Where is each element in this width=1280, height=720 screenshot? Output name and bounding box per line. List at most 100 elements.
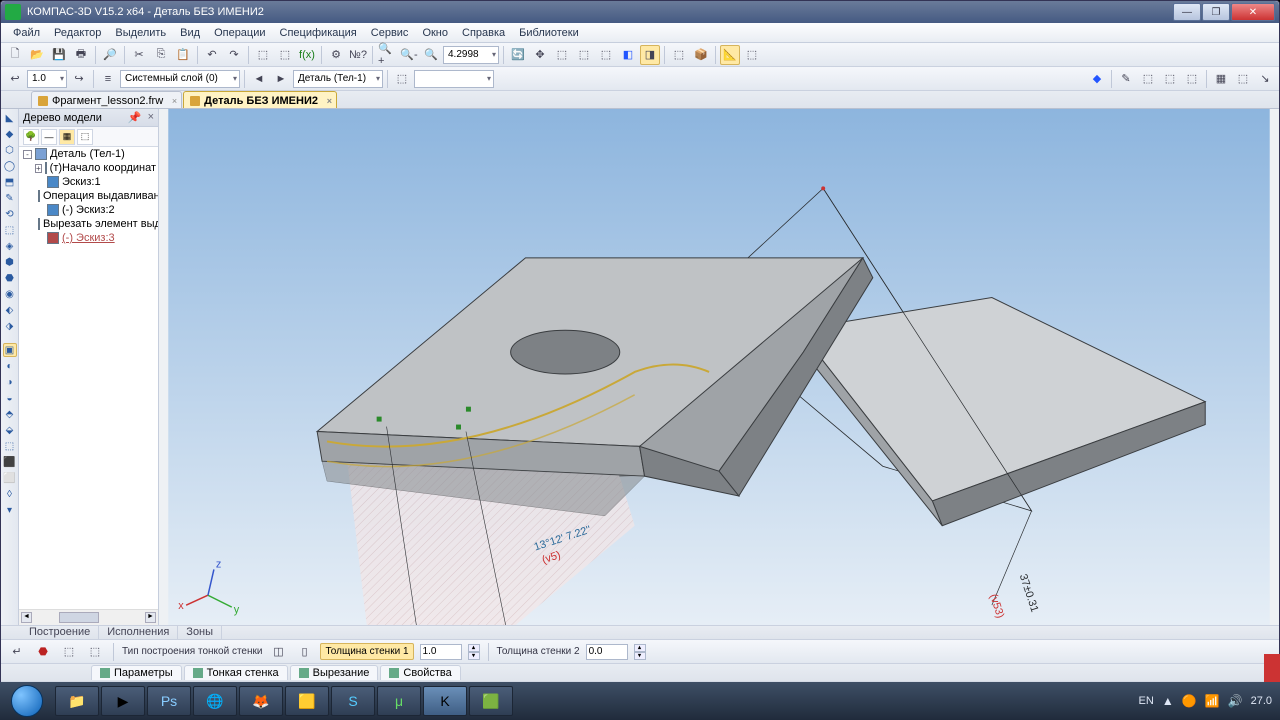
rail-btn[interactable]: ⬡ xyxy=(3,143,17,157)
save-button[interactable]: 💾 xyxy=(49,45,69,65)
wall1-spinner[interactable]: ▴▾ xyxy=(468,644,480,660)
rail-extrude-button[interactable]: ▣ xyxy=(3,343,17,357)
btab-exec[interactable]: Исполнения xyxy=(99,626,178,639)
tray-lang[interactable]: EN xyxy=(1139,695,1154,707)
view-a[interactable]: ⬚ xyxy=(552,45,572,65)
task-kompas[interactable]: K xyxy=(423,686,467,716)
rotate-button[interactable]: 🔄 xyxy=(508,45,528,65)
rail-btn[interactable]: ▾ xyxy=(3,503,17,517)
tab-close-icon[interactable]: × xyxy=(172,96,177,106)
prop-b[interactable]: ⬚ xyxy=(85,642,105,662)
rail-btn[interactable]: ⬢ xyxy=(3,255,17,269)
tb2-c[interactable]: ⬚ xyxy=(1138,69,1158,89)
tray-clock[interactable]: 27.0 xyxy=(1251,696,1272,707)
rail-btn[interactable]: ⬣ xyxy=(3,271,17,285)
tb2-combo[interactable] xyxy=(414,70,494,88)
pan-button[interactable]: ✥ xyxy=(530,45,550,65)
task-ps[interactable]: Ps xyxy=(147,686,191,716)
side-notification[interactable] xyxy=(1264,654,1280,682)
tree-node[interactable]: (-) Эскиз:3 xyxy=(19,231,158,245)
copy-button[interactable]: ⎘ xyxy=(151,45,171,65)
shade-button[interactable]: ◧ xyxy=(618,45,638,65)
task-app[interactable]: 🟨 xyxy=(285,686,329,716)
menu-operations[interactable]: Операции xyxy=(208,25,271,41)
thinwall-opt[interactable]: ▯ xyxy=(294,642,314,662)
rail-btn[interactable]: ◊ xyxy=(3,487,17,501)
tab-part[interactable]: Деталь БЕЗ ИМЕНИ2 × xyxy=(183,91,337,108)
tree-node[interactable]: Операция выдавливания xyxy=(19,189,158,203)
ptab-params[interactable]: Параметры xyxy=(91,665,182,680)
wall1-value[interactable]: 1.0 xyxy=(420,644,462,660)
rail-btn[interactable]: ⬚ xyxy=(3,223,17,237)
tb2-b[interactable]: ✎ xyxy=(1116,69,1136,89)
layer-combo[interactable]: Системный слой (0) xyxy=(120,70,240,88)
tree-node[interactable]: Вырезать элемент выдав xyxy=(19,217,158,231)
prop-a[interactable]: ⬚ xyxy=(59,642,79,662)
prop-stop[interactable]: ⬣ xyxy=(33,642,53,662)
task-other[interactable]: 🟩 xyxy=(469,686,513,716)
rail-btn[interactable]: ◣ xyxy=(3,111,17,125)
view-d[interactable]: ⬚ xyxy=(669,45,689,65)
task-media[interactable]: ▶ xyxy=(101,686,145,716)
rail-btn[interactable]: ◐ xyxy=(3,359,17,373)
3d-viewport[interactable]: 37±0.31 (v53) 13°12' 7.22'' (v5) x y z xyxy=(159,109,1279,625)
tree-tb-btn[interactable]: ▦ xyxy=(59,129,75,145)
view-c[interactable]: ⬚ xyxy=(596,45,616,65)
tree-tb-btn[interactable]: — xyxy=(41,129,57,145)
body-combo[interactable]: Деталь (Тел-1) xyxy=(293,70,383,88)
rail-btn[interactable]: ◈ xyxy=(3,239,17,253)
rail-btn[interactable]: ⬙ xyxy=(3,423,17,437)
rail-btn[interactable]: ◯ xyxy=(3,159,17,173)
model-tree[interactable]: -Деталь (Тел-1)+(т)Начало координатЭскиз… xyxy=(19,147,158,609)
prop-apply[interactable]: ↵ xyxy=(7,642,27,662)
rail-btn[interactable]: ⬛ xyxy=(3,455,17,469)
panel-close-icon[interactable]: × xyxy=(148,111,154,124)
btab-build[interactable]: Построение xyxy=(21,626,99,639)
task-chrome[interactable]: 🌐 xyxy=(193,686,237,716)
vars-button[interactable]: f(x) xyxy=(297,45,317,65)
rail-btn[interactable]: ✎ xyxy=(3,191,17,205)
menu-view[interactable]: Вид xyxy=(174,25,206,41)
new-button[interactable]: 🗋 xyxy=(5,45,25,65)
zoom-window-button[interactable]: 🔍 xyxy=(421,45,441,65)
wall2-value[interactable]: 0.0 xyxy=(586,644,628,660)
pin-icon[interactable]: 📌 xyxy=(128,111,142,124)
body-prev[interactable]: ◄ xyxy=(249,69,269,89)
tree-tb-btn[interactable]: 🌳 xyxy=(23,129,39,145)
rail-btn[interactable]: ◉ xyxy=(3,287,17,301)
tb2-f[interactable]: ▦ xyxy=(1211,69,1231,89)
tool-b[interactable]: ⬚ xyxy=(275,45,295,65)
menu-file[interactable]: Файл xyxy=(7,25,46,41)
tray-wifi-icon[interactable]: 📶 xyxy=(1205,694,1220,708)
ptab-thinwall[interactable]: Тонкая стенка xyxy=(184,665,288,680)
redo-button[interactable]: ↷ xyxy=(224,45,244,65)
view-f[interactable]: ⬚ xyxy=(742,45,762,65)
rail-btn[interactable]: ⬒ xyxy=(3,175,17,189)
system-tray[interactable]: EN ▲ 🟠 📶 🔊 27.0 xyxy=(1131,694,1280,708)
tree-node[interactable]: +(т)Начало координат xyxy=(19,161,158,175)
tree-node[interactable]: -Деталь (Тел-1) xyxy=(19,147,158,161)
tb2-g[interactable]: ⬚ xyxy=(1233,69,1253,89)
tray-vol-icon[interactable]: 🔊 xyxy=(1228,694,1243,708)
shade-edges-button[interactable]: ◨ xyxy=(640,45,660,65)
print-button[interactable]: 🖶 xyxy=(71,45,91,65)
ptab-cut[interactable]: Вырезание xyxy=(290,665,379,680)
zoom-in-button[interactable]: 🔍+ xyxy=(377,45,397,65)
tb2-e[interactable]: ⬚ xyxy=(1182,69,1202,89)
preview-button[interactable]: 🔎 xyxy=(100,45,120,65)
view-b[interactable]: ⬚ xyxy=(574,45,594,65)
tb2-d[interactable]: ⬚ xyxy=(1160,69,1180,89)
tree-node[interactable]: (-) Эскиз:2 xyxy=(19,203,158,217)
menu-select[interactable]: Выделить xyxy=(109,25,172,41)
thinwall-opt[interactable]: ◫ xyxy=(268,642,288,662)
task-firefox[interactable]: 🦊 xyxy=(239,686,283,716)
menu-window[interactable]: Окно xyxy=(416,25,454,41)
tab-fragment[interactable]: Фрагмент_lesson2.frw × xyxy=(31,91,182,108)
start-button[interactable] xyxy=(0,682,54,720)
menu-help[interactable]: Справка xyxy=(456,25,511,41)
tb2-h[interactable]: ↘ xyxy=(1255,69,1275,89)
minimize-button[interactable]: — xyxy=(1173,3,1201,21)
rail-btn[interactable]: ⬗ xyxy=(3,319,17,333)
rail-btn[interactable]: ⬜ xyxy=(3,471,17,485)
undo-button[interactable]: ↶ xyxy=(202,45,222,65)
